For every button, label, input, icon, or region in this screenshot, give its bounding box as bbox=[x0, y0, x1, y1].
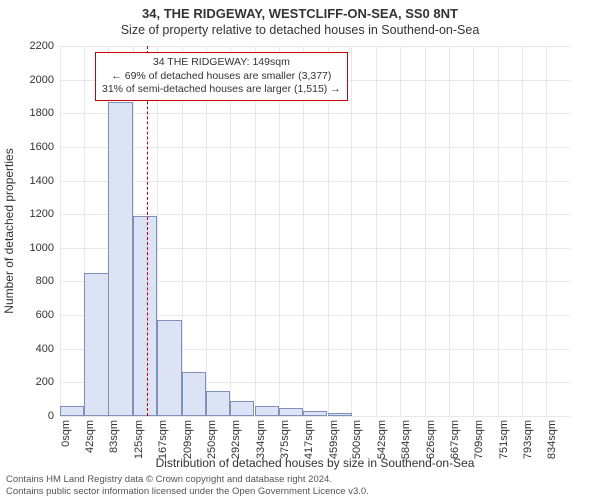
plot-area: 0200400600800100012001400160018002000220… bbox=[60, 46, 570, 416]
histogram-bar bbox=[328, 413, 352, 416]
histogram-bar bbox=[157, 320, 181, 416]
histogram-bar bbox=[255, 406, 279, 416]
chart-title: 34, THE RIDGEWAY, WESTCLIFF-ON-SEA, SS0 … bbox=[0, 0, 600, 21]
gridline-v bbox=[498, 46, 499, 416]
gridline-v bbox=[206, 46, 207, 416]
gridline-v bbox=[351, 46, 352, 416]
x-tick-label: 834sqm bbox=[546, 420, 558, 459]
gridline-v bbox=[60, 46, 61, 416]
y-tick-label: 2200 bbox=[8, 40, 54, 52]
x-tick-label: 125sqm bbox=[133, 420, 145, 459]
gridline-h bbox=[60, 113, 570, 114]
histogram-bar bbox=[230, 401, 254, 416]
x-tick-label: 42sqm bbox=[84, 420, 96, 453]
x-tick-label: 667sqm bbox=[449, 420, 461, 459]
histogram-bar bbox=[133, 216, 157, 416]
histogram-bar bbox=[303, 411, 327, 416]
footer-line-1: Contains HM Land Registry data © Crown c… bbox=[6, 474, 369, 486]
x-tick-label: 417sqm bbox=[303, 420, 315, 459]
y-tick-label: 1400 bbox=[8, 175, 54, 187]
x-tick-label: 250sqm bbox=[206, 420, 218, 459]
gridline-v bbox=[182, 46, 183, 416]
gridline-v bbox=[230, 46, 231, 416]
x-tick-label: 793sqm bbox=[522, 420, 534, 459]
x-tick-label: 709sqm bbox=[473, 420, 485, 459]
gridline-v bbox=[376, 46, 377, 416]
y-tick-label: 1200 bbox=[8, 208, 54, 220]
reference-line bbox=[147, 46, 148, 416]
x-tick-label: 334sqm bbox=[255, 420, 267, 459]
gridline-v bbox=[303, 46, 304, 416]
y-tick-label: 1000 bbox=[8, 242, 54, 254]
y-tick-label: 2000 bbox=[8, 74, 54, 86]
annotation-line: ← 69% of detached houses are smaller (3,… bbox=[102, 70, 341, 84]
x-tick-label: 751sqm bbox=[498, 420, 510, 459]
gridline-v bbox=[546, 46, 547, 416]
histogram-bar bbox=[182, 372, 206, 416]
x-tick-label: 375sqm bbox=[279, 420, 291, 459]
annotation-box: 34 THE RIDGEWAY: 149sqm← 69% of detached… bbox=[95, 52, 348, 101]
chart-container: 34, THE RIDGEWAY, WESTCLIFF-ON-SEA, SS0 … bbox=[0, 0, 600, 500]
x-axis-label: Distribution of detached houses by size … bbox=[60, 456, 570, 470]
annotation-line: 31% of semi-detached houses are larger (… bbox=[102, 83, 341, 97]
gridline-v bbox=[473, 46, 474, 416]
gridline-v bbox=[425, 46, 426, 416]
x-tick-label: 292sqm bbox=[230, 420, 242, 459]
footer-credits: Contains HM Land Registry data © Crown c… bbox=[6, 474, 369, 498]
histogram-bar bbox=[84, 273, 108, 416]
gridline-h bbox=[60, 46, 570, 47]
histogram-bar bbox=[60, 406, 84, 416]
y-tick-label: 1800 bbox=[8, 107, 54, 119]
y-tick-label: 400 bbox=[8, 343, 54, 355]
x-tick-label: 167sqm bbox=[157, 420, 169, 459]
gridline-v bbox=[328, 46, 329, 416]
gridline-h bbox=[60, 181, 570, 182]
histogram-bar bbox=[108, 102, 132, 417]
x-tick-label: 500sqm bbox=[351, 420, 363, 459]
histogram-bar bbox=[279, 408, 303, 416]
x-tick-label: 542sqm bbox=[376, 420, 388, 459]
x-tick-label: 626sqm bbox=[425, 420, 437, 459]
chart-subtitle: Size of property relative to detached ho… bbox=[0, 21, 600, 41]
y-tick-label: 200 bbox=[8, 376, 54, 388]
footer-line-2: Contains public sector information licen… bbox=[6, 486, 369, 498]
gridline-h bbox=[60, 147, 570, 148]
gridline-v bbox=[400, 46, 401, 416]
gridline-h bbox=[60, 416, 570, 417]
y-tick-label: 600 bbox=[8, 309, 54, 321]
y-tick-label: 0 bbox=[8, 410, 54, 422]
y-tick-label: 1600 bbox=[8, 141, 54, 153]
gridline-v bbox=[449, 46, 450, 416]
gridline-v bbox=[279, 46, 280, 416]
gridline-v bbox=[255, 46, 256, 416]
x-tick-label: 584sqm bbox=[400, 420, 412, 459]
x-tick-label: 83sqm bbox=[108, 420, 120, 453]
y-tick-label: 800 bbox=[8, 275, 54, 287]
annotation-line: 34 THE RIDGEWAY: 149sqm bbox=[102, 56, 341, 70]
y-axis-label: Number of detached properties bbox=[2, 46, 16, 416]
gridline-v bbox=[522, 46, 523, 416]
x-tick-label: 459sqm bbox=[328, 420, 340, 459]
x-tick-label: 0sqm bbox=[60, 420, 72, 447]
histogram-bar bbox=[206, 391, 230, 416]
x-tick-label: 209sqm bbox=[182, 420, 194, 459]
